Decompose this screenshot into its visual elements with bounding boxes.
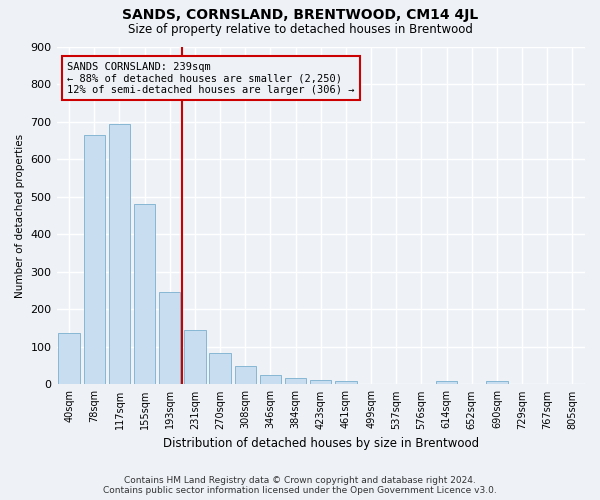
Bar [335, 382, 356, 384]
Bar [159, 292, 181, 384]
Bar [58, 333, 80, 384]
Bar [235, 366, 256, 384]
Text: Contains HM Land Registry data © Crown copyright and database right 2024.
Contai: Contains HM Land Registry data © Crown c… [103, 476, 497, 495]
Bar [260, 375, 281, 384]
Bar [436, 380, 457, 384]
Text: SANDS CORNSLAND: 239sqm
← 88% of detached houses are smaller (2,250)
12% of semi: SANDS CORNSLAND: 239sqm ← 88% of detache… [67, 62, 355, 95]
Y-axis label: Number of detached properties: Number of detached properties [15, 134, 25, 298]
Bar [184, 330, 206, 384]
Bar [134, 204, 155, 384]
Bar [310, 380, 331, 384]
Text: Size of property relative to detached houses in Brentwood: Size of property relative to detached ho… [128, 22, 472, 36]
Bar [83, 134, 105, 384]
Text: SANDS, CORNSLAND, BRENTWOOD, CM14 4JL: SANDS, CORNSLAND, BRENTWOOD, CM14 4JL [122, 8, 478, 22]
Bar [285, 378, 307, 384]
X-axis label: Distribution of detached houses by size in Brentwood: Distribution of detached houses by size … [163, 437, 479, 450]
Bar [486, 382, 508, 384]
Bar [109, 124, 130, 384]
Bar [209, 354, 231, 384]
